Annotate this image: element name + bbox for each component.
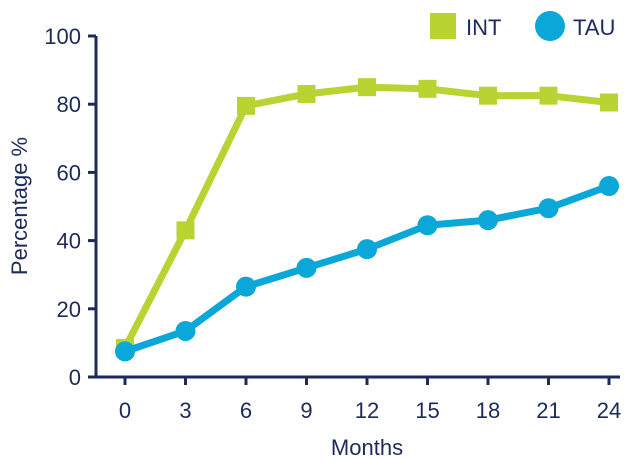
x-tick-label: 0 [119, 398, 131, 423]
x-tick-label: 3 [179, 398, 191, 423]
legend-label-int: INT [466, 15, 501, 40]
series-line-int [121, 83, 610, 350]
x-tick-label: 21 [536, 398, 560, 423]
series-int [116, 78, 618, 358]
y-tick-label: 40 [57, 229, 81, 254]
y-tick-label: 100 [44, 24, 81, 49]
data-point-int [600, 93, 618, 112]
data-point-tau [417, 215, 438, 236]
x-axis-title: Months [331, 435, 403, 460]
series-layer [115, 78, 619, 362]
data-point-int [358, 78, 376, 97]
legend-item-int: INT [430, 13, 501, 40]
data-point-tau [478, 210, 498, 231]
legend-item-tau: TAU [535, 11, 615, 41]
axes [94, 36, 620, 379]
y-tick-label: 20 [57, 297, 81, 322]
x-tick-label: 15 [415, 398, 439, 423]
x-tick-label: 18 [476, 398, 500, 423]
data-point-tau [175, 320, 196, 341]
y-ticks: 0 20 40 60 80 100 [44, 24, 96, 390]
data-point-tau [599, 176, 619, 197]
data-point-tau [357, 239, 377, 260]
data-point-int [539, 86, 558, 105]
data-point-int [237, 96, 255, 115]
x-tick-label: 6 [240, 398, 252, 423]
data-point-int [297, 84, 316, 103]
data-point-tau [115, 341, 135, 362]
x-tick-label: 24 [597, 398, 621, 423]
y-tick-label: 80 [57, 92, 81, 117]
legend: INT TAU [430, 11, 615, 41]
data-point-int [418, 79, 437, 98]
x-tick-label: 12 [355, 398, 379, 423]
data-point-int [479, 86, 497, 105]
data-point-tau [296, 257, 317, 278]
data-point-int [176, 221, 195, 240]
series-tau [115, 176, 619, 362]
data-point-tau [236, 276, 256, 297]
legend-marker-circle [535, 11, 565, 41]
x-ticks: 0 3 6 9 12 15 18 21 24 [119, 377, 621, 423]
x-tick-label: 9 [300, 398, 312, 423]
y-tick-label: 0 [69, 365, 81, 390]
data-point-tau [538, 198, 559, 219]
legend-label-tau: TAU [573, 15, 615, 40]
y-axis-title: Percentage % [7, 137, 32, 275]
y-tick-label: 60 [57, 160, 81, 185]
legend-marker-square [430, 13, 456, 39]
